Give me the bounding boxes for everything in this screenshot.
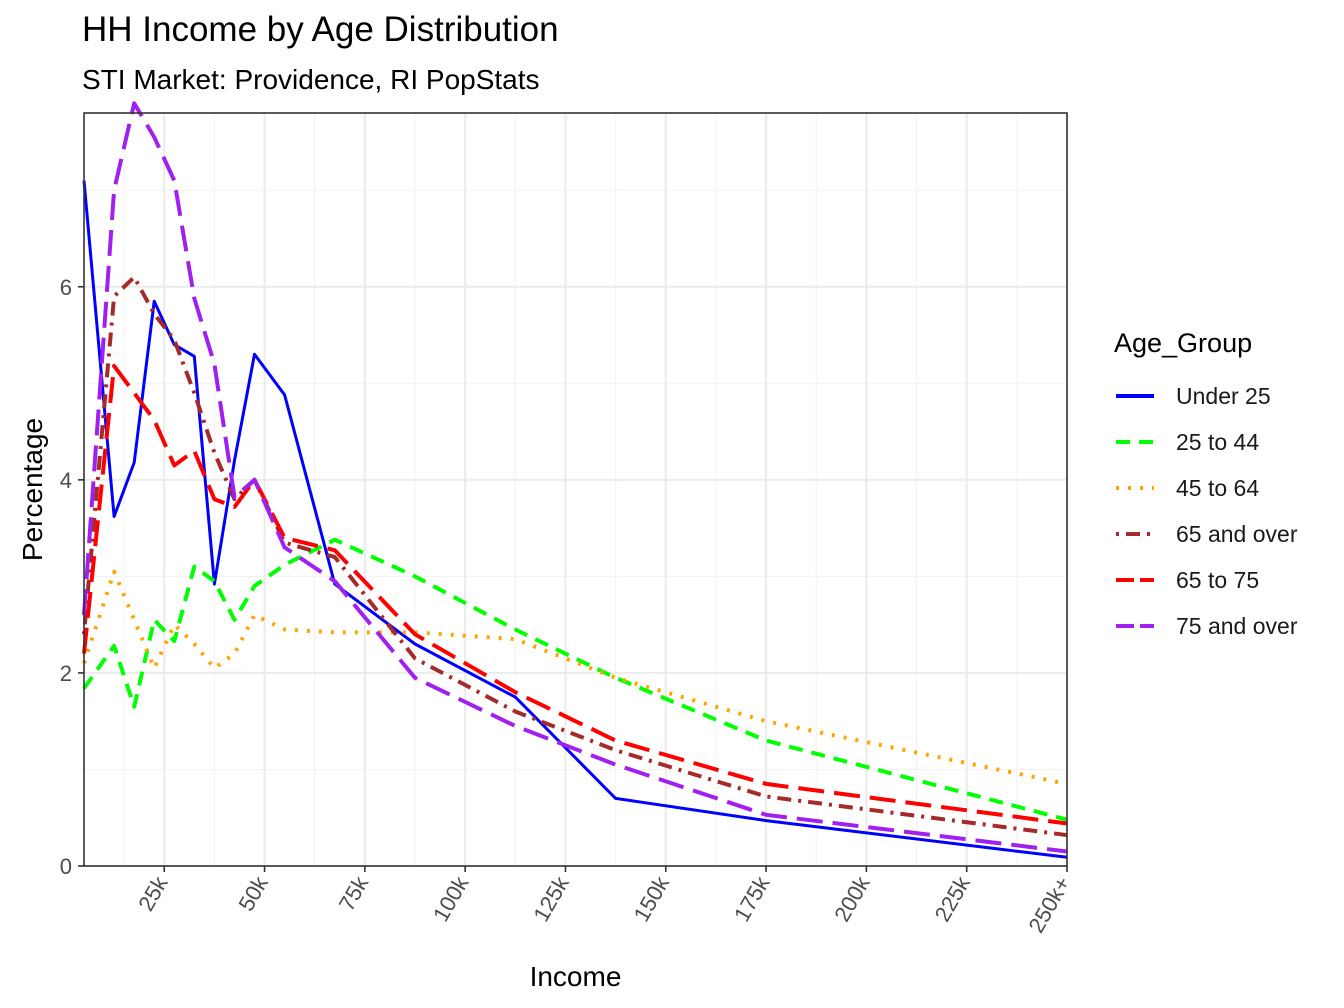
legend-key bbox=[1116, 394, 1154, 398]
x-tick-label: 250k+ bbox=[1023, 872, 1075, 937]
legend-label: 45 to 64 bbox=[1176, 474, 1260, 501]
legend-key bbox=[1116, 440, 1154, 444]
x-tick-label: 50k bbox=[233, 871, 273, 915]
legend-label: 65 to 75 bbox=[1176, 566, 1260, 593]
legend-item: 65 to 75 bbox=[1114, 557, 1297, 603]
y-axis-title: Percentage bbox=[17, 418, 48, 561]
y-tick-label: 2 bbox=[60, 661, 72, 686]
series-line-75-and-over bbox=[82, 101, 1068, 854]
legend-key bbox=[1116, 532, 1154, 536]
gridlines bbox=[84, 113, 1068, 867]
series-line-65-and-over bbox=[82, 275, 1068, 838]
x-tick-label: 125k bbox=[528, 871, 574, 926]
x-tick-label: 150k bbox=[629, 871, 675, 926]
chart-subtitle: STI Market: Providence, RI PopStats bbox=[82, 64, 540, 95]
legend-label: 25 to 44 bbox=[1176, 428, 1260, 455]
legend-item: 75 and over bbox=[1114, 603, 1297, 649]
legend-item: 45 to 64 bbox=[1114, 465, 1297, 511]
series-line-25-to-44 bbox=[82, 537, 1068, 822]
x-tick-label: 175k bbox=[729, 871, 775, 926]
legend-label: 65 and over bbox=[1176, 520, 1298, 547]
y-tick-label: 0 bbox=[60, 854, 72, 879]
series-group bbox=[82, 101, 1068, 859]
legend-item: 65 and over bbox=[1114, 511, 1297, 557]
series-line-65-to-75 bbox=[82, 363, 1068, 826]
x-tick-label: 25k bbox=[133, 871, 173, 915]
legend-title: Age_Group bbox=[1114, 328, 1253, 358]
legend: Age_Group Under 25 25 to 44 45 to 64 65 and… bbox=[1114, 328, 1297, 649]
legend-items: Under 25 25 to 44 45 to 64 65 and over 65 to… bbox=[1114, 373, 1297, 649]
x-axis-title: Income bbox=[530, 961, 622, 992]
y-tick-label: 4 bbox=[60, 468, 72, 493]
x-tick-label: 225k bbox=[930, 871, 976, 926]
legend-item: 25 to 44 bbox=[1114, 419, 1297, 465]
legend-label: Under 25 bbox=[1176, 382, 1271, 409]
legend-key bbox=[1116, 486, 1154, 490]
series-line-under-25 bbox=[82, 180, 1068, 859]
legend-key bbox=[1116, 578, 1154, 582]
x-tick-label: 75k bbox=[334, 871, 374, 915]
plot-border bbox=[83, 112, 1068, 867]
legend-label: 75 and over bbox=[1176, 612, 1298, 639]
legend-item: Under 25 bbox=[1114, 373, 1297, 419]
legend-key bbox=[1116, 624, 1154, 628]
y-tick-label: 6 bbox=[60, 275, 72, 300]
x-tick-label: 200k bbox=[829, 871, 875, 926]
x-tick-label: 100k bbox=[428, 871, 474, 926]
chart-title: HH Income by Age Distribution bbox=[82, 10, 559, 49]
